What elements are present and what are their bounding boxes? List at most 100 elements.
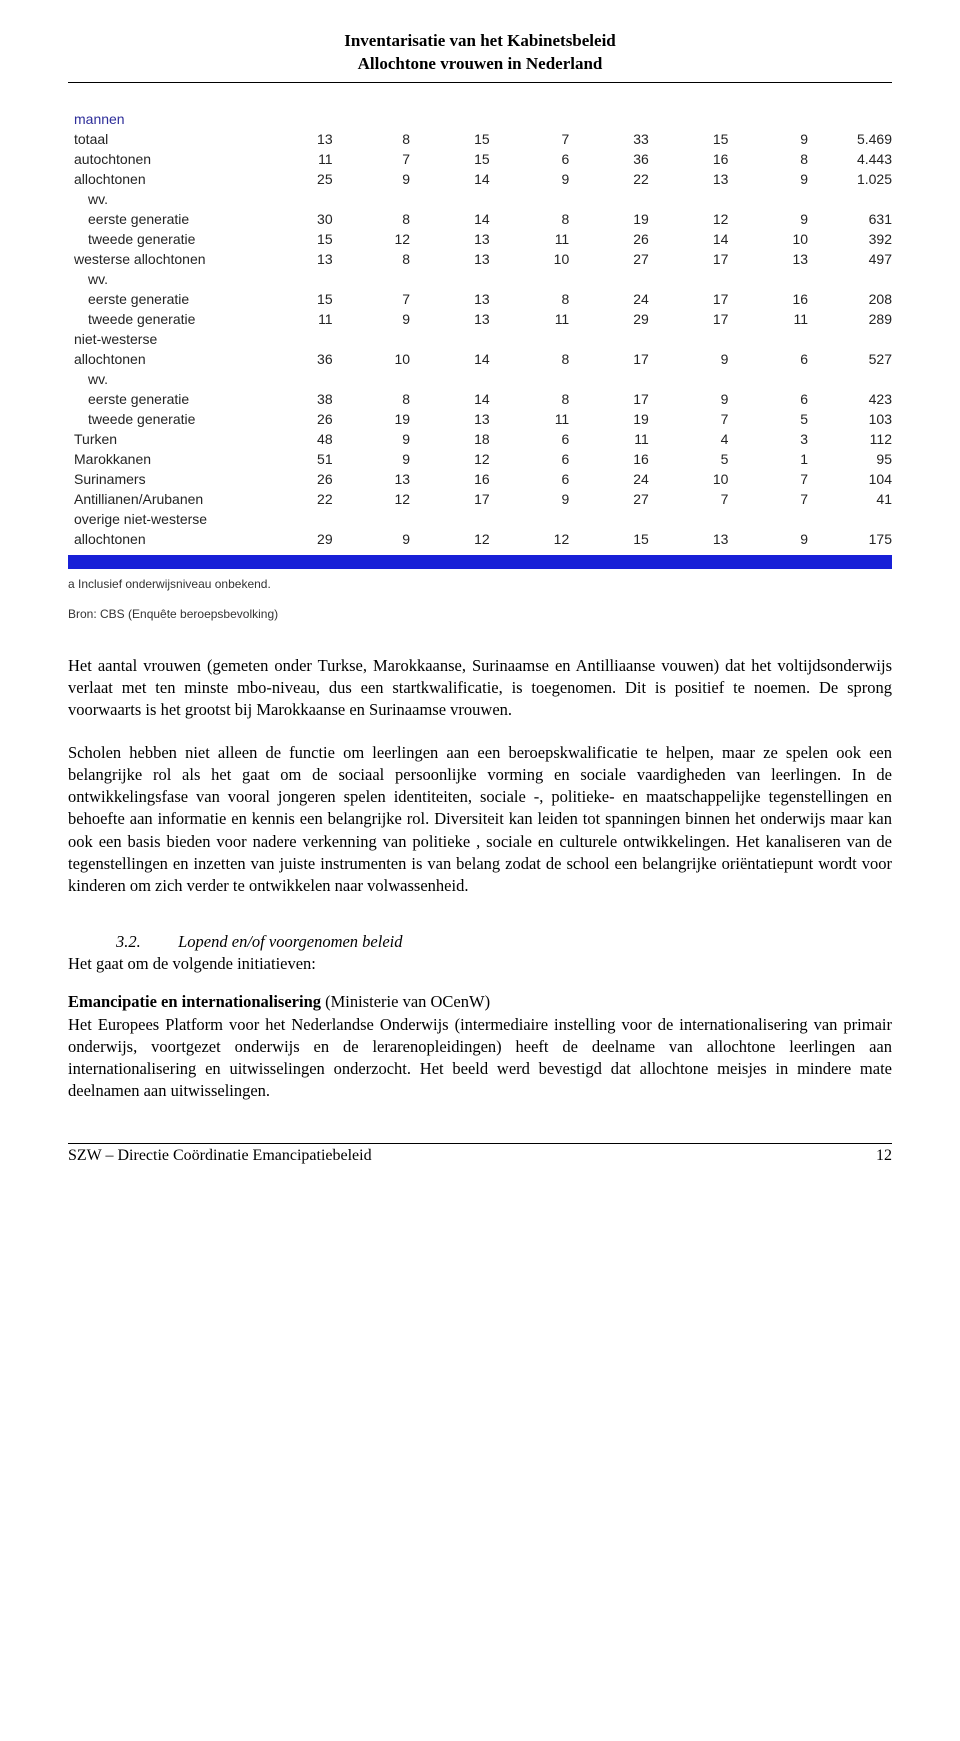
cell: 9 — [333, 449, 410, 469]
cell — [808, 329, 892, 349]
cell — [569, 329, 649, 349]
cell — [490, 369, 570, 389]
cell: 11 — [728, 309, 808, 329]
table-header-row: mannen — [68, 109, 892, 129]
row-label: allochtonen — [68, 169, 268, 189]
header-line-2: Allochtone vrouwen in Nederland — [68, 53, 892, 76]
cell — [410, 269, 490, 289]
cell: 8 — [490, 389, 570, 409]
table-row: allochtonen259149221391.025 — [68, 169, 892, 189]
document-header: Inventarisatie van het Kabinetsbeleid Al… — [68, 30, 892, 76]
cell — [649, 189, 729, 209]
cell: 12 — [410, 529, 490, 549]
cell: 7 — [728, 469, 808, 489]
cell: 7 — [333, 289, 410, 309]
cell: 6 — [490, 469, 570, 489]
row-label: eerste generatie — [68, 389, 268, 409]
table-row: autochtonen117156361684.443 — [68, 149, 892, 169]
cell: 17 — [569, 349, 649, 369]
cell: 16 — [569, 449, 649, 469]
cell: 8 — [333, 249, 410, 269]
table-row: tweede generatie1191311291711289 — [68, 309, 892, 329]
cell: 9 — [728, 129, 808, 149]
cell: 12 — [410, 449, 490, 469]
row-label: tweede generatie — [68, 309, 268, 329]
cell: 9 — [333, 429, 410, 449]
cell — [268, 369, 333, 389]
cell — [728, 509, 808, 529]
cell: 12 — [333, 489, 410, 509]
cell: 18 — [410, 429, 490, 449]
cell: 30 — [268, 209, 333, 229]
cell — [728, 369, 808, 389]
cell: 13 — [728, 249, 808, 269]
cell: 13 — [649, 529, 729, 549]
section-heading: 3.2. Lopend en/of voorgenomen beleid — [116, 932, 892, 952]
cell: 8 — [490, 209, 570, 229]
body-paragraph-2: Scholen hebben niet alleen de functie om… — [68, 742, 892, 898]
cell: 11 — [268, 309, 333, 329]
cell: 4.443 — [808, 149, 892, 169]
table-row: westerse allochtonen1381310271713497 — [68, 249, 892, 269]
cell: 24 — [569, 469, 649, 489]
cell: 29 — [268, 529, 333, 549]
cell: 6 — [490, 449, 570, 469]
cell — [490, 329, 570, 349]
cell: 5 — [728, 409, 808, 429]
table-row: eerste generatie3881481796423 — [68, 389, 892, 409]
cell — [410, 329, 490, 349]
cell: 9 — [728, 529, 808, 549]
cell: 4 — [649, 429, 729, 449]
row-label: niet-westerse — [68, 329, 268, 349]
cell: 497 — [808, 249, 892, 269]
cell: 8 — [333, 389, 410, 409]
cell: 527 — [808, 349, 892, 369]
cell: 27 — [569, 249, 649, 269]
table-row: wv. — [68, 369, 892, 389]
cell: 38 — [268, 389, 333, 409]
cell: 10 — [333, 349, 410, 369]
body-paragraph-3: Het Europees Platform voor het Nederland… — [68, 1014, 892, 1103]
cell — [728, 189, 808, 209]
cell: 9 — [333, 309, 410, 329]
cell: 11 — [569, 429, 649, 449]
row-label: eerste generatie — [68, 289, 268, 309]
row-label: Antillianen/Arubanen — [68, 489, 268, 509]
subsection-title: Emancipatie en internationalisering (Min… — [68, 992, 892, 1012]
cell: 11 — [490, 409, 570, 429]
cell: 25 — [268, 169, 333, 189]
cell: 16 — [728, 289, 808, 309]
cell: 8 — [728, 149, 808, 169]
cell: 15 — [569, 529, 649, 549]
cell: 13 — [410, 229, 490, 249]
cell: 6 — [490, 429, 570, 449]
cell — [649, 369, 729, 389]
cell: 13 — [268, 129, 333, 149]
cell — [649, 329, 729, 349]
cell: 13 — [410, 249, 490, 269]
cell: 15 — [410, 149, 490, 169]
cell — [490, 189, 570, 209]
cell — [808, 369, 892, 389]
cell: 9 — [728, 169, 808, 189]
table-header-label: mannen — [68, 109, 268, 129]
cell: 11 — [490, 229, 570, 249]
cell — [808, 269, 892, 289]
cell: 11 — [268, 149, 333, 169]
row-label: wv. — [68, 269, 268, 289]
cell: 13 — [649, 169, 729, 189]
cell: 26 — [268, 409, 333, 429]
cell: 6 — [490, 149, 570, 169]
subsection-bold: Emancipatie en internationalisering — [68, 992, 321, 1011]
cell: 27 — [569, 489, 649, 509]
table-row: overige niet-westerse — [68, 509, 892, 529]
cell: 95 — [808, 449, 892, 469]
cell: 9 — [728, 209, 808, 229]
cell — [649, 269, 729, 289]
row-label: totaal — [68, 129, 268, 149]
table-row: Marokkanen519126165195 — [68, 449, 892, 469]
cell — [490, 509, 570, 529]
cell: 13 — [333, 469, 410, 489]
cell: 17 — [569, 389, 649, 409]
cell: 14 — [410, 209, 490, 229]
